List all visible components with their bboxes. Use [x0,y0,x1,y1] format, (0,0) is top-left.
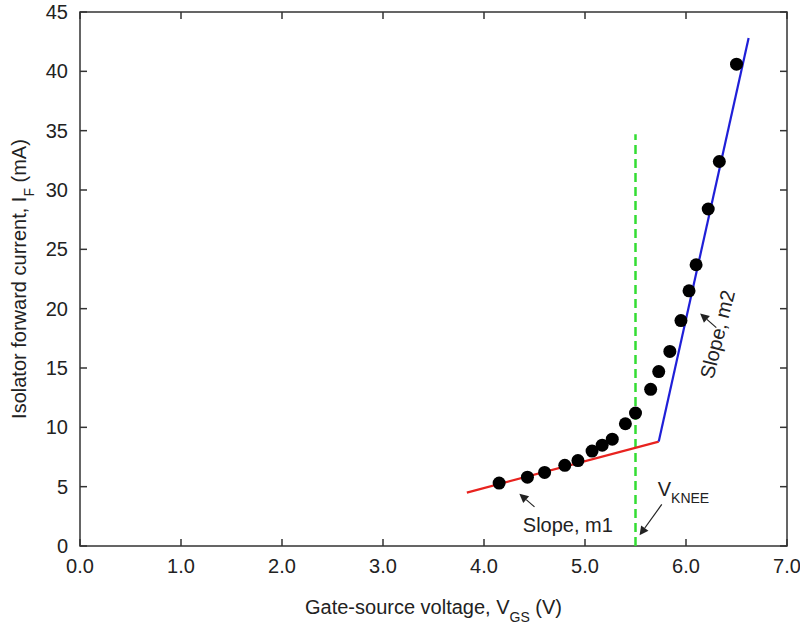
y-tick-right [780,545,787,547]
text-part: V [658,479,672,501]
subscript: KNEE [671,490,709,506]
y-tick-label: 35 [46,120,68,142]
data-point [663,345,676,358]
y-tick-right [780,308,787,310]
y-tick-right [780,71,787,73]
subscript: GS [510,609,530,625]
y-tick-right [780,130,787,132]
x-tick-top [584,12,586,19]
x-tick-top [382,12,384,19]
y-tick-right [780,486,787,488]
x-tick-label: 6.0 [672,555,700,577]
y-tick [80,367,87,369]
y-tick [80,71,87,73]
x-tick-label: 2.0 [268,555,296,577]
y-tick [80,249,87,251]
text-part: Slope, m1 [523,514,613,536]
x-tick [281,539,283,546]
y-axis-label: Isolator forward current, IF (mA) [8,139,37,419]
data-point [606,433,619,446]
text-part: Gate-source voltage, V [305,596,510,618]
text-part: Slope, m2 [696,288,739,381]
annotation-text: VKNEE [658,479,709,506]
x-tick-label: 0.0 [66,555,94,577]
y-tick-label: 10 [46,416,68,438]
data-point [702,202,715,215]
y-tick-label: 20 [46,298,68,320]
subscript: F [21,188,37,197]
y-tick-right [780,367,787,369]
x-tick-label: 5.0 [571,555,599,577]
x-tick-label: 4.0 [470,555,498,577]
data-point [683,284,696,297]
arrow-head [700,313,710,322]
annotation-arrow [707,319,716,327]
x-tick-top [281,12,283,19]
data-point [538,466,551,479]
x-tick-top [685,12,687,19]
y-tick [80,189,87,191]
y-tick-label: 0 [57,535,68,557]
data-point [652,365,665,378]
data-point [571,454,584,467]
fit-line [467,442,659,493]
plot-frame [80,12,787,546]
reference-line [634,134,637,546]
annotation-arrow [526,500,534,507]
y-tick-right [780,427,787,429]
y-tick-label: 45 [46,1,68,23]
x-tick-label: 1.0 [167,555,195,577]
x-tick [685,539,687,546]
x-tick [79,539,81,546]
arrow-head [519,494,529,503]
x-tick-top [79,12,81,19]
x-tick-label: 7.0 [773,555,800,577]
x-tick [382,539,384,546]
y-tick [80,545,87,547]
x-axis-label: Gate-source voltage, VGS (V) [305,596,562,625]
data-point [619,417,632,430]
x-tick [180,539,182,546]
text-part: (mA) [8,139,30,188]
y-tick-label: 5 [57,476,68,498]
x-tick-label: 3.0 [369,555,397,577]
text-part: (V) [530,596,562,618]
x-tick-top [483,12,485,19]
data-point [713,155,726,168]
x-tick [483,539,485,546]
y-tick-right [780,189,787,191]
data-point [521,471,534,484]
y-tick-label: 15 [46,357,68,379]
annotation-text: Slope, m2 [696,288,739,381]
data-point [629,407,642,420]
y-tick-label: 30 [46,179,68,201]
x-tick [786,539,788,546]
data-point [674,314,687,327]
x-tick-top [786,12,788,19]
y-tick-label: 40 [46,60,68,82]
chart: 0.0 1.0 2.0 3.0 4.0 5.0 6.0 7.0 0 5 10 15 20 25 30 35 40… [0,0,800,636]
data-point [690,258,703,271]
annotation-text: Slope, m1 [523,514,613,536]
y-tick-right [780,11,787,13]
y-tick [80,308,87,310]
fit-line [659,38,749,441]
arrow-head [640,525,649,535]
y-tick-right [780,249,787,251]
x-tick-top [180,12,182,19]
y-tick [80,11,87,13]
y-tick [80,427,87,429]
plot-area [467,38,749,546]
data-point [558,459,571,472]
data-point [730,58,743,71]
y-tick [80,486,87,488]
x-tick [584,539,586,546]
data-point [644,383,657,396]
data-point [493,477,506,490]
annotation-arrow [645,504,662,528]
y-tick [80,130,87,132]
text-part: Isolator forward current, I [8,197,30,419]
y-tick-label: 25 [46,238,68,260]
